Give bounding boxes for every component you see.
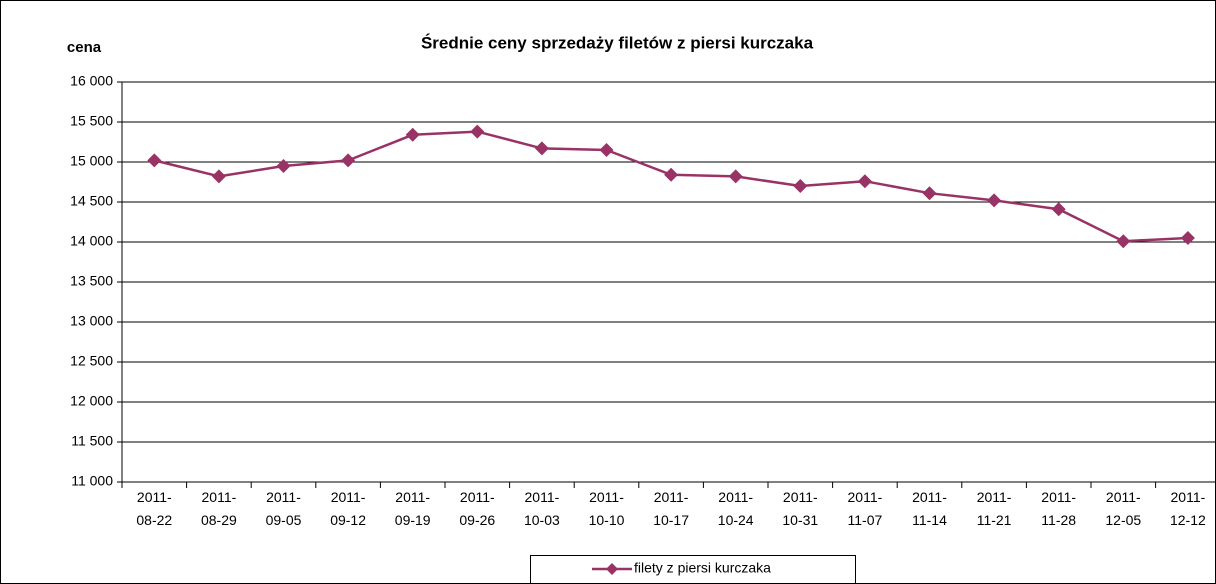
x-tick-label: 2011-10-24 [717,489,754,528]
y-tick-label: 13 500 [70,273,113,289]
data-point [728,169,743,184]
data-point [405,127,420,142]
y-tick-label: 12 000 [70,393,113,409]
x-tick-label: 2011-11-07 [847,489,883,528]
x-tick-label: 2011-10-31 [782,489,819,528]
x-tick-label: 2011-09-26 [459,489,496,528]
data-point [1116,234,1131,249]
y-tick-label: 15 000 [70,153,113,169]
data-point [922,186,937,201]
legend-marker [606,563,618,575]
x-tick-label: 2011-09-05 [265,489,302,528]
legend-label: filety z piersi kurczaka [634,560,771,576]
x-tick-label: 2011-10-17 [653,489,689,528]
data-point [857,174,872,189]
x-tick-label: 2011-09-19 [394,489,431,528]
x-tick-label: 2011-08-22 [136,489,173,528]
data-point [1051,202,1066,217]
chart-title: Średnie ceny sprzedaży filetów z piersi … [421,33,814,52]
y-tick-label: 14 000 [70,233,113,249]
x-tick-label: 2011-11-21 [976,489,1012,528]
y-axis-label: cena [67,39,102,56]
y-tick-label: 11 000 [71,473,113,489]
data-point [470,124,485,139]
data-point [664,167,679,182]
y-tick-label: 16 000 [70,73,113,89]
data-point [1180,231,1195,245]
x-tick-label: 2011-09-12 [330,489,366,528]
x-tick-label: 2011-10-10 [588,489,625,528]
x-tick-label: 2011-11-28 [1041,489,1077,528]
x-tick-label: 2011-10-03 [523,489,560,528]
data-point [793,179,808,193]
data-point [147,153,162,168]
y-tick-label: 13 000 [70,313,113,329]
data-point [534,141,549,156]
data-point [211,169,226,184]
x-tick-label: 2011-12-05 [1105,489,1142,528]
x-tick-label: 2011-11-14 [912,489,947,528]
y-tick-label: 11 500 [71,433,113,449]
data-point [987,193,1002,208]
y-tick-label: 14 500 [70,193,113,209]
legend-box [530,555,856,584]
x-tick-label: 2011-12-12 [1169,489,1206,528]
x-tick-label: 2011-08-29 [200,489,237,528]
data-point [599,143,614,157]
data-point [276,159,291,173]
y-tick-label: 12 500 [70,353,113,369]
y-tick-label: 15 500 [70,113,113,129]
data-point [341,153,356,168]
